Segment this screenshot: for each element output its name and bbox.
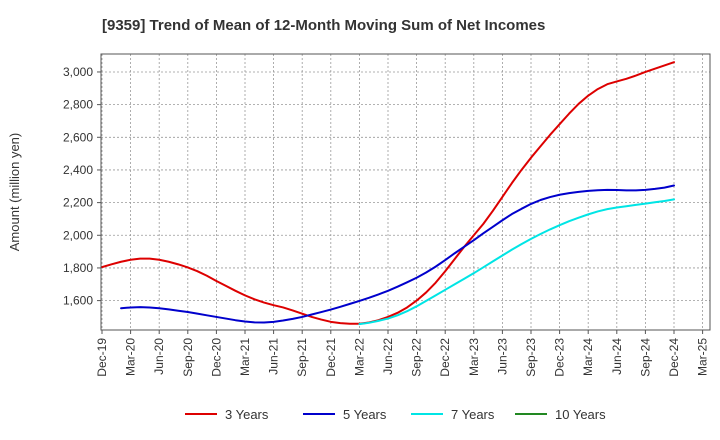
x-tick-label: Jun-20 xyxy=(152,338,166,375)
y-tick-label: 1,800 xyxy=(63,261,93,275)
legend-label-3: 7 Years xyxy=(451,407,495,422)
x-tick-label: Mar-21 xyxy=(238,338,252,376)
y-tick-label: 2,000 xyxy=(63,228,93,242)
legend-label-2: 5 Years xyxy=(343,407,387,422)
x-tick-label: Dec-23 xyxy=(553,338,567,377)
y-tick-label: 1,600 xyxy=(63,294,93,308)
y-tick-label: 3,000 xyxy=(63,65,93,79)
y-tick-label: 2,200 xyxy=(63,196,93,210)
y-axis-title: Amount (million yen) xyxy=(7,133,22,252)
chart-title: [9359] Trend of Mean of 12-Month Moving … xyxy=(102,17,545,34)
x-axis: Dec-19 Mar-20 Jun-20 Sep-20 Dec-20 Mar-21 Jun-… xyxy=(95,330,710,377)
legend: 3 Years 5 Years 7 Years 10 Years xyxy=(185,407,606,422)
plot-frame xyxy=(100,53,711,331)
x-tick-label: Dec-22 xyxy=(438,338,452,377)
y-tick-label: 2,400 xyxy=(63,163,93,177)
x-tick-label: Mar-22 xyxy=(352,338,366,376)
legend-label-1: 3 Years xyxy=(225,407,269,422)
x-tick-label: Mar-23 xyxy=(467,338,481,376)
x-tick-label: Dec-21 xyxy=(324,338,338,377)
x-tick-label: Jun-24 xyxy=(610,338,624,375)
x-tick-label: Sep-20 xyxy=(181,338,195,377)
x-tick-label: Mar-25 xyxy=(696,338,710,376)
series-line-2 xyxy=(120,184,675,324)
x-tick-label: Sep-24 xyxy=(638,338,652,377)
x-tick-label: Mar-20 xyxy=(124,338,138,376)
y-axis: 1,600 1,800 2,000 2,200 2,400 2,600 2,800 3,000 xyxy=(63,65,101,308)
x-tick-label: Dec-20 xyxy=(209,338,223,377)
x-tick-label: Dec-24 xyxy=(667,338,681,377)
x-tick-label: Sep-23 xyxy=(524,338,538,377)
series-line-1 xyxy=(101,61,675,325)
x-tick-label: Sep-22 xyxy=(410,338,424,377)
y-tick-label: 2,800 xyxy=(63,98,93,112)
series-line-3 xyxy=(358,198,675,326)
x-tick-label: Jun-21 xyxy=(267,338,281,375)
y-tick-label: 2,600 xyxy=(63,130,93,144)
series-layer xyxy=(101,61,675,326)
x-tick-label: Dec-19 xyxy=(95,338,109,377)
x-tick-label: Sep-21 xyxy=(295,338,309,377)
legend-label-4: 10 Years xyxy=(555,407,606,422)
x-tick-label: Mar-24 xyxy=(581,338,595,376)
x-tick-label: Jun-23 xyxy=(495,338,509,375)
grid xyxy=(101,54,710,330)
x-tick-label: Jun-22 xyxy=(381,338,395,375)
